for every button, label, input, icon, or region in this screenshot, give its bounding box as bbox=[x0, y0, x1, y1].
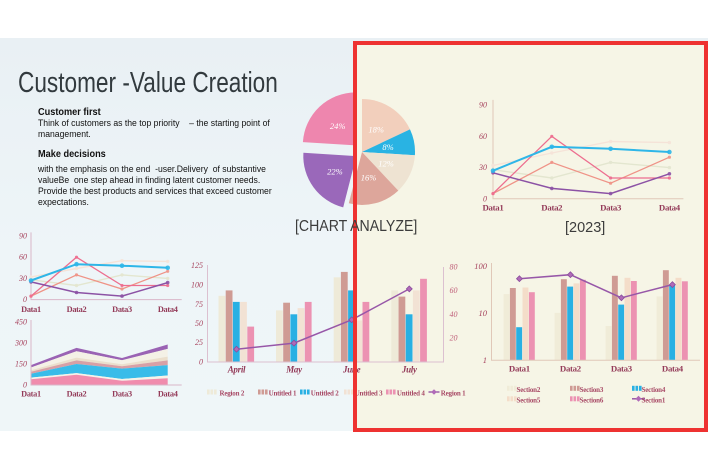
svg-text:0: 0 bbox=[23, 295, 27, 304]
svg-text:Data4: Data4 bbox=[158, 305, 178, 314]
svg-text:Data1: Data1 bbox=[21, 390, 41, 399]
svg-text:10: 10 bbox=[479, 308, 488, 318]
svg-text:Section1: Section1 bbox=[642, 396, 666, 404]
svg-text:Untitled 1: Untitled 1 bbox=[269, 389, 297, 397]
svg-text:0: 0 bbox=[483, 194, 487, 203]
svg-text:1: 1 bbox=[483, 355, 487, 365]
svg-text:Data1: Data1 bbox=[509, 364, 530, 374]
svg-text:16%: 16% bbox=[361, 173, 377, 183]
svg-text:Data2: Data2 bbox=[560, 364, 582, 374]
svg-text:150: 150 bbox=[15, 360, 27, 369]
svg-text:May: May bbox=[285, 365, 303, 375]
svg-text:Section6: Section6 bbox=[580, 396, 604, 404]
svg-text:Data4: Data4 bbox=[158, 390, 178, 399]
svg-text:40: 40 bbox=[450, 310, 458, 319]
svg-text:60: 60 bbox=[450, 286, 458, 295]
svg-text:125: 125 bbox=[191, 261, 203, 270]
svg-text:12%: 12% bbox=[378, 158, 394, 168]
svg-text:60: 60 bbox=[479, 132, 487, 141]
svg-text:Section5: Section5 bbox=[517, 396, 541, 404]
svg-text:30: 30 bbox=[478, 163, 487, 172]
svg-text:Data3: Data3 bbox=[112, 305, 132, 314]
svg-text:Data1: Data1 bbox=[21, 305, 41, 314]
svg-text:Data3: Data3 bbox=[112, 390, 132, 399]
svg-text:Region 2: Region 2 bbox=[220, 389, 245, 397]
svg-text:April: April bbox=[227, 365, 246, 375]
svg-text:Section3: Section3 bbox=[580, 386, 604, 394]
svg-text:0: 0 bbox=[23, 381, 27, 390]
svg-text:Data4: Data4 bbox=[659, 203, 681, 213]
svg-text:June: June bbox=[342, 365, 361, 375]
svg-text:Data2: Data2 bbox=[67, 390, 87, 399]
svg-text:Untitled 3: Untitled 3 bbox=[355, 389, 383, 397]
svg-text:90: 90 bbox=[479, 101, 487, 110]
svg-text:Data4: Data4 bbox=[662, 364, 684, 374]
svg-text:Data1: Data1 bbox=[483, 203, 504, 213]
svg-text:Data3: Data3 bbox=[611, 364, 633, 374]
svg-text:90: 90 bbox=[19, 232, 27, 241]
svg-text:Data3: Data3 bbox=[600, 203, 622, 213]
svg-text:60: 60 bbox=[19, 253, 27, 262]
svg-text:Section2: Section2 bbox=[517, 386, 541, 394]
svg-text:18%: 18% bbox=[368, 125, 384, 135]
svg-text:25: 25 bbox=[195, 338, 203, 347]
svg-text:20: 20 bbox=[450, 334, 458, 343]
svg-text:0: 0 bbox=[199, 358, 203, 367]
svg-text:24%: 24% bbox=[330, 121, 346, 131]
svg-text:30: 30 bbox=[18, 274, 27, 283]
svg-text:Data2: Data2 bbox=[67, 305, 87, 314]
svg-text:50: 50 bbox=[195, 319, 203, 328]
svg-text:Section4: Section4 bbox=[642, 386, 666, 394]
svg-text:300: 300 bbox=[14, 339, 27, 348]
svg-text:450: 450 bbox=[15, 318, 27, 327]
svg-text:Data2: Data2 bbox=[541, 203, 563, 213]
svg-text:100: 100 bbox=[191, 281, 203, 290]
svg-text:Untitled 2: Untitled 2 bbox=[311, 389, 339, 397]
svg-text:July: July bbox=[401, 365, 418, 375]
svg-text:80: 80 bbox=[450, 262, 458, 271]
svg-text:Region 1: Region 1 bbox=[441, 389, 466, 397]
svg-text:22%: 22% bbox=[327, 167, 343, 177]
svg-text:75: 75 bbox=[195, 300, 203, 309]
svg-text:Untitled 4: Untitled 4 bbox=[397, 389, 425, 397]
svg-text:100: 100 bbox=[474, 261, 488, 271]
svg-text:8%: 8% bbox=[382, 142, 393, 152]
